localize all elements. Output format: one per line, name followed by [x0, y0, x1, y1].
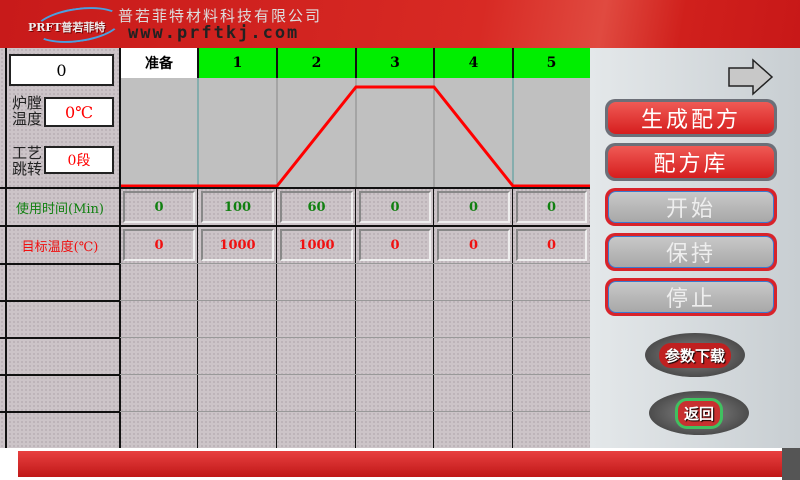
- target-temp-cell-0[interactable]: 0: [123, 229, 195, 261]
- col-header-5: 5: [513, 48, 590, 78]
- col-header-1: 1: [198, 48, 277, 78]
- download-params-button[interactable]: 参数下载: [645, 333, 745, 377]
- hold-button[interactable]: 保持: [605, 233, 777, 271]
- target-temp-cell-4[interactable]: 0: [437, 229, 510, 261]
- arrow-right-icon[interactable]: [727, 58, 775, 96]
- start-button[interactable]: 开始: [605, 188, 777, 226]
- duration-cell-4[interactable]: 0: [437, 191, 510, 223]
- duration-cell-5[interactable]: 0: [516, 191, 587, 223]
- logo: PRFT普若菲特: [22, 2, 124, 48]
- website: www.prftkj.com: [128, 23, 300, 43]
- duration-cell-3[interactable]: 0: [359, 191, 431, 223]
- furnace-temp-label: 炉膛温度: [12, 94, 43, 128]
- col-header-3: 3: [356, 48, 434, 78]
- duration-cell-2[interactable]: 60: [280, 191, 353, 223]
- back-button[interactable]: 返回: [649, 391, 749, 435]
- target-temp-cell-3[interactable]: 0: [359, 229, 431, 261]
- step-value[interactable]: 0段: [44, 146, 114, 174]
- company-name: 普若菲特材料科技有限公司: [118, 7, 323, 25]
- col-header-2: 2: [277, 48, 356, 78]
- target-temp-cell-5[interactable]: 0: [516, 229, 587, 261]
- recipe-grid: 0 炉膛温度 0℃ 工艺跳转 0段 准备 1 2 3 4 5 使用时间(Min)…: [0, 48, 590, 448]
- target-temp-cell-2[interactable]: 1000: [280, 229, 353, 261]
- col-header-4: 4: [434, 48, 513, 78]
- duration-cell-0[interactable]: 0: [123, 191, 195, 223]
- furnace-temp-value: 0℃: [44, 97, 114, 127]
- step-label: 工艺跳转: [12, 144, 43, 178]
- stop-button[interactable]: 停止: [605, 278, 777, 316]
- counter-display: 0: [9, 54, 114, 86]
- recipe-library-button[interactable]: 配方库: [605, 143, 777, 181]
- duration-cell-1[interactable]: 100: [201, 191, 274, 223]
- row-label-time: 使用时间(Min): [16, 201, 104, 217]
- col-header-prep: 准备: [120, 48, 198, 78]
- temperature-profile-line: [120, 85, 590, 188]
- row-label-temp: 目标温度(℃): [21, 239, 99, 255]
- temperature-profile-chart: [120, 78, 590, 188]
- header-banner: PRFT普若菲特 普若菲特材料科技有限公司 www.prftkj.com: [0, 0, 800, 48]
- target-temp-cell-1[interactable]: 1000: [201, 229, 274, 261]
- generate-recipe-button[interactable]: 生成配方: [605, 99, 777, 137]
- status-bar: [0, 448, 800, 480]
